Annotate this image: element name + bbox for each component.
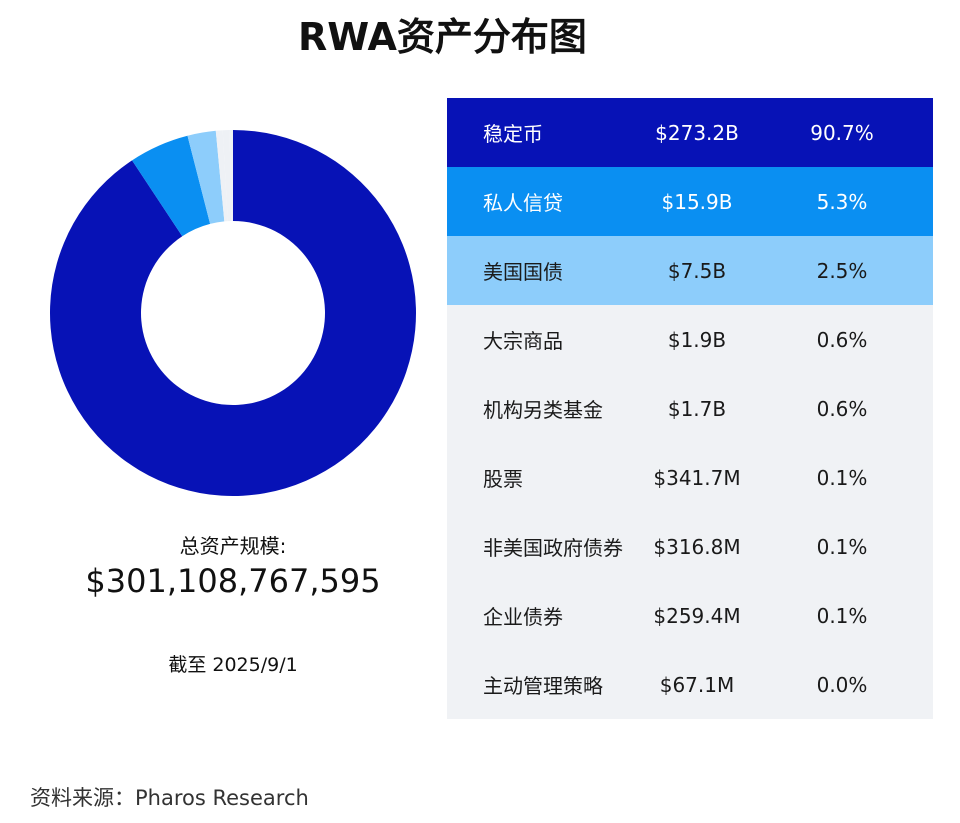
percent-cell: 0.6% (816, 327, 868, 352)
amount-cell: $67.1M (659, 672, 735, 697)
donut-slice-6 (230, 130, 233, 222)
amount-cell: $1.7B (667, 396, 727, 421)
category-cell: 私人信贷 (483, 191, 563, 215)
category-cell: 美国国债 (483, 260, 563, 284)
donut-slice-1 (132, 135, 211, 237)
table-row: 主动管理策略 $67.1M 0.0% (447, 650, 933, 719)
table-row: 机构另类基金 $1.7B 0.6% (447, 374, 933, 443)
source-note: 资料来源：Pharos Research (30, 786, 309, 810)
category-cell: 主动管理策略 (483, 674, 603, 698)
donut-chart (49, 130, 417, 496)
as-of-date: 截至 2025/9/1 (168, 654, 298, 676)
donut-slice-2 (187, 130, 225, 224)
amount-cell: $1.9B (667, 327, 727, 352)
table-row: 美国国债 $7.5B 2.5% (447, 236, 933, 305)
category-cell: 稳定币 (483, 122, 543, 146)
table-row: 非美国政府债券 $316.8M 0.1% (447, 512, 933, 581)
category-cell: 企业债券 (483, 605, 563, 629)
table-row: 稳定币 $273.2B 90.7% (447, 98, 933, 167)
percent-cell: 0.0% (816, 672, 868, 697)
chart-title: RWA资产分布图 (298, 15, 587, 59)
category-cell: 大宗商品 (483, 329, 563, 353)
donut-slice-5 (229, 130, 232, 222)
table-row: 私人信贷 $15.9B 5.3% (447, 167, 933, 236)
category-cell: 机构另类基金 (483, 398, 603, 422)
table-row: 企业债券 $259.4M 0.1% (447, 581, 933, 650)
total-value: $301,108,767,595 (85, 562, 381, 600)
percent-cell: 0.1% (816, 534, 868, 559)
category-cell: 股票 (483, 467, 523, 491)
table-row: 股票 $341.7M 0.1% (447, 443, 933, 512)
donut-slice-7 (231, 130, 233, 222)
data-table: 稳定币 $273.2B 90.7% 私人信贷 $15.9B 5.3% 美国国债 $7.5B 2.… (447, 98, 933, 719)
percent-cell: 0.1% (816, 465, 868, 490)
percent-cell: 0.6% (816, 396, 868, 421)
table-row: 大宗商品 $1.9B 0.6% (447, 305, 933, 374)
amount-cell: $15.9B (661, 189, 733, 214)
percent-cell: 0.1% (816, 603, 868, 628)
donut-slice-0 (49, 130, 417, 496)
amount-cell: $7.5B (667, 258, 727, 283)
donut-slice-3 (215, 130, 228, 222)
total-label: 总资产规模: (179, 534, 287, 558)
category-cell: 非美国政府债券 (483, 536, 623, 560)
percent-cell: 2.5% (816, 258, 868, 283)
amount-cell: $316.8M (653, 534, 741, 559)
donut-slice-4 (222, 130, 232, 222)
amount-cell: $259.4M (653, 603, 741, 628)
amount-cell: $273.2B (655, 120, 739, 145)
percent-cell: 5.3% (816, 189, 868, 214)
amount-cell: $341.7M (653, 465, 741, 490)
percent-cell: 90.7% (810, 120, 874, 145)
